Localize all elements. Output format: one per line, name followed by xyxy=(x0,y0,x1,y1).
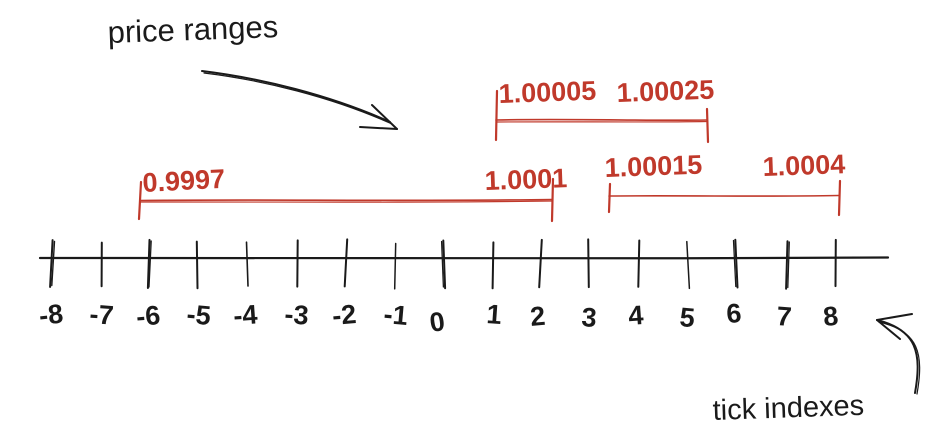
svg-text:-1: -1 xyxy=(382,299,409,331)
svg-text:-2: -2 xyxy=(331,299,358,331)
svg-text:6: 6 xyxy=(725,298,742,329)
svg-text:-7: -7 xyxy=(89,299,115,331)
svg-text:-3: -3 xyxy=(284,299,310,331)
svg-text:-4: -4 xyxy=(232,299,258,331)
svg-text:0.9997: 0.9997 xyxy=(142,164,226,198)
svg-text:1: 1 xyxy=(486,299,503,330)
svg-text:8: 8 xyxy=(822,301,840,332)
svg-text:1.00005: 1.00005 xyxy=(498,76,597,109)
svg-text:4: 4 xyxy=(627,300,644,331)
svg-text:-6: -6 xyxy=(135,300,162,332)
svg-text:2: 2 xyxy=(529,301,547,332)
svg-text:tick indexes: tick indexes xyxy=(712,390,865,427)
svg-text:7: 7 xyxy=(776,301,793,332)
svg-text:1.0004: 1.0004 xyxy=(762,149,846,182)
svg-text:0: 0 xyxy=(428,306,447,338)
svg-text:1.00015: 1.00015 xyxy=(604,150,703,183)
svg-text:5: 5 xyxy=(678,302,696,333)
svg-text:-5: -5 xyxy=(185,299,212,331)
svg-text:price ranges: price ranges xyxy=(107,9,279,50)
svg-text:1.0001: 1.0001 xyxy=(484,163,568,196)
svg-text:3: 3 xyxy=(581,302,598,333)
svg-text:-8: -8 xyxy=(37,299,64,331)
svg-text:1.00025: 1.00025 xyxy=(616,75,715,108)
